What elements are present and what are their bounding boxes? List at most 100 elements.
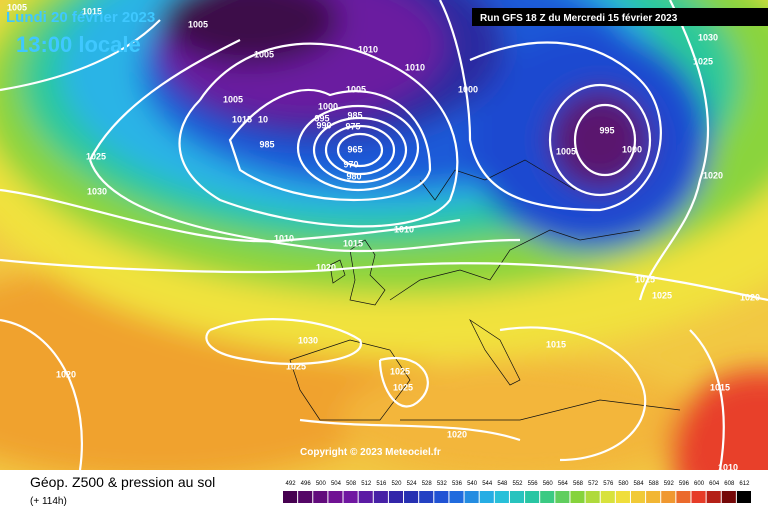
forecast-date: Lundi 20 février 2023 bbox=[6, 9, 155, 26]
scale-label: 604 bbox=[709, 481, 720, 487]
isobar-label: 1015 bbox=[710, 382, 730, 392]
scale-swatch bbox=[585, 491, 600, 503]
scale-swatch bbox=[298, 491, 313, 503]
footer-title: Géop. Z500 & pression au sol bbox=[30, 474, 215, 490]
scale-label: 584 bbox=[634, 481, 645, 487]
isobar-label: 1020 bbox=[447, 429, 467, 439]
scale-label: 564 bbox=[558, 481, 569, 487]
scale-swatch bbox=[525, 491, 540, 503]
scale-label: 548 bbox=[497, 481, 508, 487]
run-banner bbox=[472, 8, 768, 26]
scale-label: 600 bbox=[694, 481, 705, 487]
scale-swatch bbox=[358, 491, 373, 503]
scale-label: 508 bbox=[346, 481, 357, 487]
scale-label: 572 bbox=[588, 481, 599, 487]
scale-swatch bbox=[600, 491, 615, 503]
scale-label: 516 bbox=[376, 481, 387, 487]
isobar-label: 1005 bbox=[188, 19, 208, 29]
scale-label: 492 bbox=[286, 481, 297, 487]
scale-swatch bbox=[706, 491, 721, 503]
isobar-label: 1025 bbox=[652, 290, 672, 300]
scale-swatch bbox=[419, 491, 434, 503]
scale-swatch bbox=[434, 491, 449, 503]
isobar-label: 1025 bbox=[693, 56, 713, 66]
scale-label: 528 bbox=[422, 481, 433, 487]
isobar-label: 1015 bbox=[546, 339, 566, 349]
isobar-label: 1015 bbox=[635, 274, 655, 284]
scale-label: 612 bbox=[739, 481, 750, 487]
scale-swatch bbox=[676, 491, 691, 503]
isobar-label: 1010 bbox=[394, 224, 414, 234]
scale-label: 576 bbox=[603, 481, 614, 487]
scale-label: 524 bbox=[407, 481, 418, 487]
scale-swatch bbox=[464, 491, 479, 503]
scale-swatch bbox=[736, 491, 751, 503]
isobar-label: 1025 bbox=[390, 366, 410, 376]
isobar-label: 1030 bbox=[87, 186, 107, 196]
scale-swatch bbox=[570, 491, 585, 503]
scale-swatch bbox=[630, 491, 646, 503]
isobars bbox=[0, 0, 768, 471]
isobar-label: 990 bbox=[316, 120, 331, 130]
isobar-label: 1005 bbox=[346, 84, 366, 94]
scale-swatch bbox=[328, 491, 343, 503]
scale-swatch bbox=[661, 491, 676, 503]
scale-label: 596 bbox=[679, 481, 690, 487]
scale-swatch bbox=[509, 491, 525, 503]
isobar-label: 995 bbox=[599, 125, 614, 135]
scale-swatch bbox=[494, 491, 509, 503]
scale-label: 556 bbox=[528, 481, 539, 487]
isobar-label: 1030 bbox=[298, 335, 318, 345]
scale-swatch bbox=[449, 491, 464, 503]
isobar-label: 1015 bbox=[343, 238, 363, 248]
scale-label: 512 bbox=[361, 481, 372, 487]
isobar-label: 1025 bbox=[393, 382, 413, 392]
isobar-label: 1025 bbox=[286, 361, 306, 371]
isobar-label: 1030 bbox=[698, 32, 718, 42]
scale-label: 536 bbox=[452, 481, 463, 487]
coastlines bbox=[289, 159, 681, 421]
scale-label: 608 bbox=[724, 481, 735, 487]
isobar-label: 1005 bbox=[556, 146, 576, 156]
isobar-label: 975 bbox=[345, 121, 360, 131]
isobar-label: 1005 bbox=[7, 2, 27, 12]
isobar-label: 1025 bbox=[86, 151, 106, 161]
scale-label: 580 bbox=[618, 481, 629, 487]
scale-swatch bbox=[343, 491, 358, 503]
scale-swatch bbox=[555, 491, 570, 503]
scale-label: 588 bbox=[649, 481, 660, 487]
isobar-label: 1015 bbox=[82, 6, 102, 16]
isobar-label: 985 bbox=[347, 110, 362, 120]
isobar-label: 965 bbox=[347, 144, 362, 154]
scale-label: 520 bbox=[391, 481, 402, 487]
isobar-label: 980 bbox=[346, 171, 361, 181]
isobar-label: 1000 bbox=[318, 101, 338, 111]
isobar-label: 10 bbox=[258, 114, 268, 124]
scale-label: 592 bbox=[664, 481, 675, 487]
scale-swatch bbox=[479, 491, 494, 503]
scale-swatch bbox=[540, 491, 555, 503]
isobar-label: 1010 bbox=[358, 44, 378, 54]
scale-swatch bbox=[721, 491, 736, 503]
scale-swatch bbox=[691, 491, 706, 503]
scale-swatch bbox=[404, 491, 419, 503]
scale-label: 500 bbox=[316, 481, 327, 487]
scale-swatch bbox=[615, 491, 630, 503]
scale-label: 560 bbox=[543, 481, 554, 487]
scale-swatch bbox=[388, 491, 404, 503]
scale-label: 540 bbox=[467, 481, 478, 487]
isobar-label: 1010 bbox=[718, 462, 738, 472]
isobar-label: 1010 bbox=[405, 62, 425, 72]
isobar-label: 1005 bbox=[223, 94, 243, 104]
scale-swatch bbox=[646, 491, 661, 503]
scale-swatch bbox=[283, 491, 298, 503]
copyright: Copyright © 2023 Meteociel.fr bbox=[300, 447, 441, 458]
isobar-label: 1020 bbox=[56, 369, 76, 379]
scale-label: 552 bbox=[512, 481, 523, 487]
isobar-label: 1015 bbox=[232, 114, 252, 124]
run-info: Run GFS 18 Z du Mercredi 15 février 2023 bbox=[480, 13, 678, 24]
isobar-label: 1000 bbox=[458, 84, 478, 94]
scale-label: 496 bbox=[301, 481, 312, 487]
